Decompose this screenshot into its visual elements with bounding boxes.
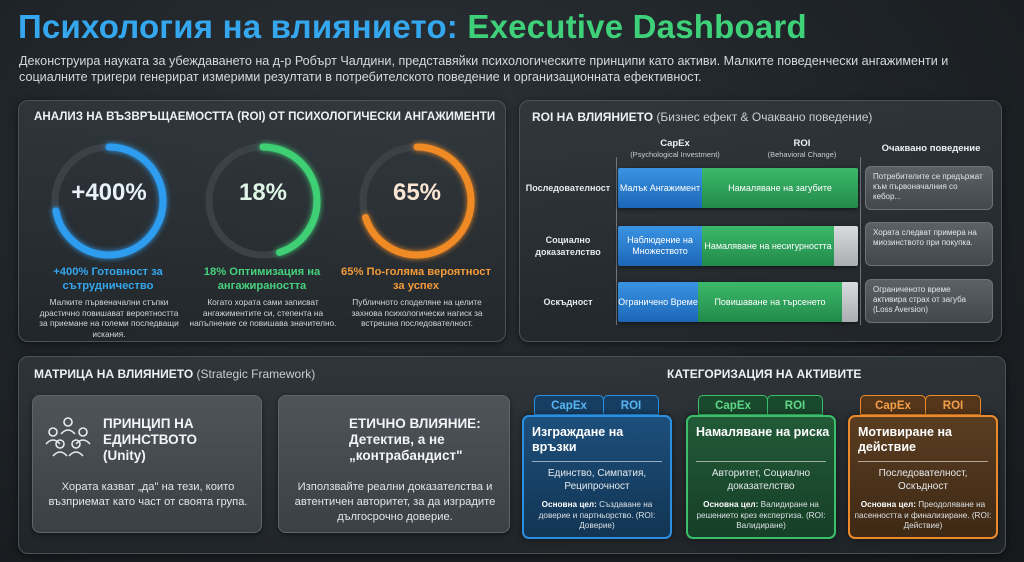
col-roi-label: ROI <box>793 138 811 149</box>
tab-roi: ROI <box>603 395 659 415</box>
asset-goal-text: Валидиране на решението крез експертиза.… <box>696 500 826 530</box>
gauge-caption: 65% По-голяма вероятност за успех <box>341 266 491 292</box>
bar-capex: Малък Ангажимент <box>618 168 702 208</box>
gauge-arc <box>205 143 321 259</box>
bar-row: Малък Ангажимент Намаляване на загубите <box>618 168 858 208</box>
col-roi: ROI (Behavioral Change) <box>742 138 862 160</box>
row-label: Последователност <box>525 183 611 193</box>
asset-goal-label: Основна цел: <box>541 500 597 509</box>
matrix-title-main: МАТРИЦА НА ВЛИЯНИЕТО <box>34 367 194 381</box>
bar-capex: Наблюдение на Множеството <box>618 226 702 266</box>
ethical-card-description: Използвайте реални доказателства и автен… <box>294 481 496 523</box>
asset-goal-text: Създаване на доверие и партньорство. (RO… <box>538 500 656 530</box>
gauge-arc <box>51 143 167 259</box>
asset-title: Изграждане на връзки <box>532 425 624 454</box>
behavior-box: Потребителите се предържат към първонача… <box>865 166 993 210</box>
gauge-caption: +400% Готовност за сътрудничество <box>53 266 163 292</box>
asset-items: Последователност, Оскъдност <box>878 468 968 492</box>
influence-matrix-panel: МАТРИЦА НА ВЛИЯНИЕТО (Strategic Framewor… <box>18 356 1006 554</box>
asset-goal-label: Основна цел: <box>860 500 916 509</box>
row-label: Социално доказателство <box>535 235 601 257</box>
influence-roi-title: ROI НА ВЛИЯНИЕТО (Бизнес ефект & Очакван… <box>532 110 872 124</box>
gauge-caption: 18% Оптимизация на ангажираността <box>203 266 321 292</box>
col-capex: CapEx (Psychological Investment) <box>620 138 730 160</box>
col-roi-sublabel: (Behavioral Change) <box>767 150 837 159</box>
gauge-value: 18% <box>238 179 288 206</box>
axis-line-left <box>616 157 617 325</box>
bar-remainder <box>834 226 858 266</box>
asset-goal-text: Преодоляване на пасенността и финализира… <box>854 500 992 530</box>
asset-divider <box>858 461 988 462</box>
asset-card: Мотивиране на действие Последователност,… <box>848 415 998 539</box>
title-part-2: Executive Dashboard <box>467 8 807 45</box>
asset-divider <box>532 461 662 462</box>
asset-goal: Основна цел: Създаване на доверие и парт… <box>528 500 666 532</box>
influence-roi-title-sub: (Бизнес ефект & Очаквано поведение) <box>656 110 873 124</box>
gauge-value: +400% <box>71 179 147 206</box>
col-behavior: Очаквано поведение <box>881 143 981 154</box>
behavior-box: Хората следват примера на миозинството п… <box>865 222 993 266</box>
title-part-1: Психология на влиянието: <box>18 8 458 45</box>
bar-row: Ограничено Време Повишаване на търсенето <box>618 282 858 322</box>
page-title: Психология на влиянието: Executive Dashb… <box>18 8 807 46</box>
behavior-box: Ограниченото време активира страх от заг… <box>865 279 993 323</box>
asset-categories-title: КАТЕГОРИЗАЦИЯ НА АКТИВИТЕ <box>667 367 862 381</box>
ethical-card-title: ЕТИЧНО ВЛИЯНИЕ: Детектив, а не „контраба… <box>349 416 481 463</box>
tab-roi: ROI <box>767 395 823 415</box>
asset-title: Мотивиране на действие <box>858 425 952 454</box>
asset-items: Единство, Симпатия, Реципрочност <box>547 468 647 492</box>
roi-analysis-panel: АНАЛИЗ НА ВЪЗВРЪЩАЕМОСТТА (ROI) ОТ ПСИХО… <box>18 100 506 342</box>
tab-capex: CapEx <box>698 395 768 415</box>
bar-capex: Ограничено Време <box>618 282 698 322</box>
gauge-description: Малките първеначални стъпки драстично по… <box>39 297 179 339</box>
asset-card: Изграждане на връзки Единство, Симпатия,… <box>522 415 672 539</box>
unity-card-title: ПРИНЦИП НА ЕДИНСТВОТО (Unity) <box>103 416 198 463</box>
matrix-title: МАТРИЦА НА ВЛИЯНИЕТО (Strategic Framewor… <box>34 367 315 381</box>
bar-roi: Повишаване на търсенето <box>698 282 842 322</box>
col-capex-sublabel: (Psychological Investment) <box>630 150 720 159</box>
tab-roi: ROI <box>925 395 981 415</box>
unity-card-description: Хората казват „да" на тези, които възпри… <box>48 481 248 508</box>
influence-roi-title-main: ROI НА ВЛИЯНИЕТО <box>532 110 654 124</box>
tab-capex: CapEx <box>534 395 604 415</box>
gauge-value: 65% <box>392 179 442 206</box>
unity-principle-card: ПРИНЦИП НА ЕДИНСТВОТО (Unity) Хората каз… <box>32 395 262 533</box>
asset-title: Намаляване на риска <box>696 425 830 439</box>
asset-card: Намаляване на риска Авторитет, Социално … <box>686 415 836 539</box>
ethical-influence-card: ЕТИЧНО ВЛИЯНИЕ: Детектив, а не „контраба… <box>278 395 510 533</box>
page-subtitle: Деконструира науката за убеждаването на … <box>19 54 949 84</box>
asset-goal: Основна цел: Валидиране на решението кре… <box>692 500 830 532</box>
bar-roi: Намаляване на несигурността <box>702 226 834 266</box>
col-capex-label: CapEx <box>660 138 690 149</box>
tab-capex: CapEx <box>860 395 926 415</box>
roi-analysis-title: АНАЛИЗ НА ВЪЗВРЪЩАЕМОСТТА (ROI) ОТ ПСИХО… <box>34 110 496 123</box>
asset-goal-label: Основна цел: <box>703 500 759 509</box>
asset-divider <box>696 461 826 462</box>
asset-items: Авторитет, Социално доказателство <box>711 468 811 492</box>
bar-roi: Намаляване на загубите <box>702 168 858 208</box>
row-label: Оскъдност <box>543 297 593 307</box>
gauge-description: Когато хората сами записват ангажиментит… <box>189 297 337 329</box>
axis-line-right <box>860 157 861 325</box>
gauge-description: Публичното споделяне на целите захнова п… <box>351 297 483 329</box>
gauge-arc <box>359 143 475 259</box>
bar-row: Наблюдение на Множеството Намаляване на … <box>618 226 858 266</box>
influence-roi-panel: ROI НА ВЛИЯНИЕТО (Бизнес ефект & Очакван… <box>519 100 1002 342</box>
asset-goal: Основна цел: Преодоляване на пасенността… <box>854 500 992 532</box>
bar-remainder <box>842 282 858 322</box>
group-icon <box>45 416 91 460</box>
matrix-title-sub: (Strategic Framework) <box>196 367 316 381</box>
